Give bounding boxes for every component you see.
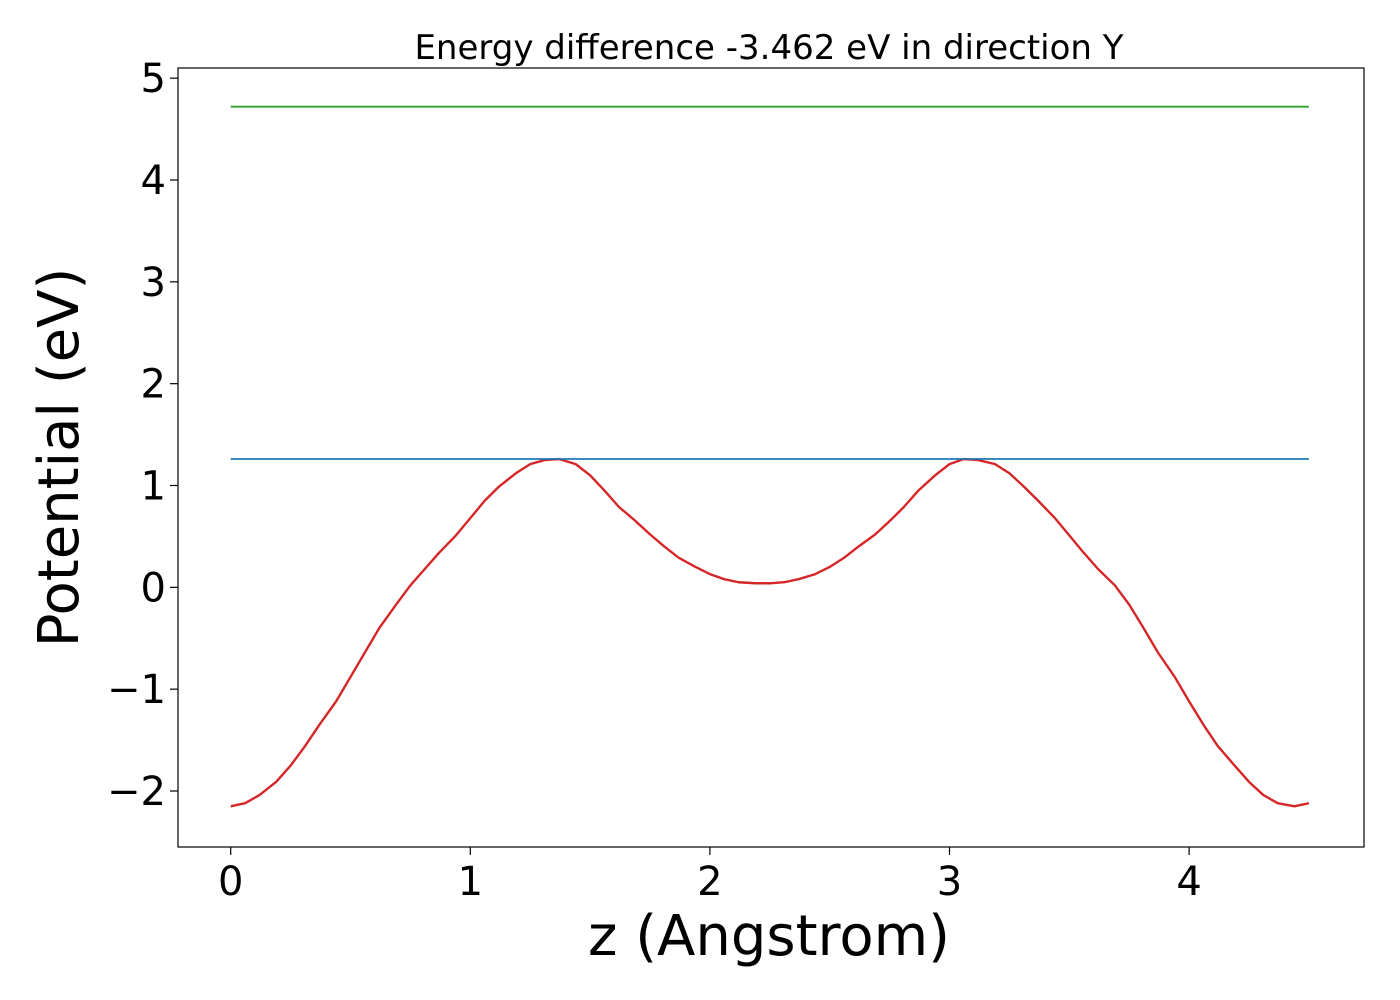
y-tick-label: 1 (141, 464, 166, 510)
ticks-layer: 0 1 2 3 4 −2 −1 0 1 2 3 4 5 (107, 56, 1202, 905)
series-layer (230, 105, 1310, 808)
y-tick-label: 4 (141, 158, 166, 204)
y-axis-title: Potential (eV) (27, 268, 92, 648)
series-line-1 (230, 457, 1310, 808)
x-tick-label: 4 (1176, 859, 1201, 905)
y-tick-label: 0 (141, 565, 166, 611)
x-tick-label: 2 (697, 859, 722, 905)
chart-title: Energy difference -3.462 eV in direction… (414, 28, 1123, 68)
y-tick-label: 2 (141, 362, 166, 408)
x-tick-label: 1 (458, 859, 483, 905)
y-tick-label: −2 (107, 769, 166, 815)
x-tick-label: 3 (937, 859, 962, 905)
x-tick-label: 0 (218, 859, 243, 905)
x-axis-title: z (Angstrom) (588, 904, 950, 969)
y-tick-label: 5 (141, 56, 166, 102)
y-tick-label: −1 (107, 667, 166, 713)
plot-frame (177, 67, 1365, 848)
y-tick-label: 3 (141, 260, 166, 306)
